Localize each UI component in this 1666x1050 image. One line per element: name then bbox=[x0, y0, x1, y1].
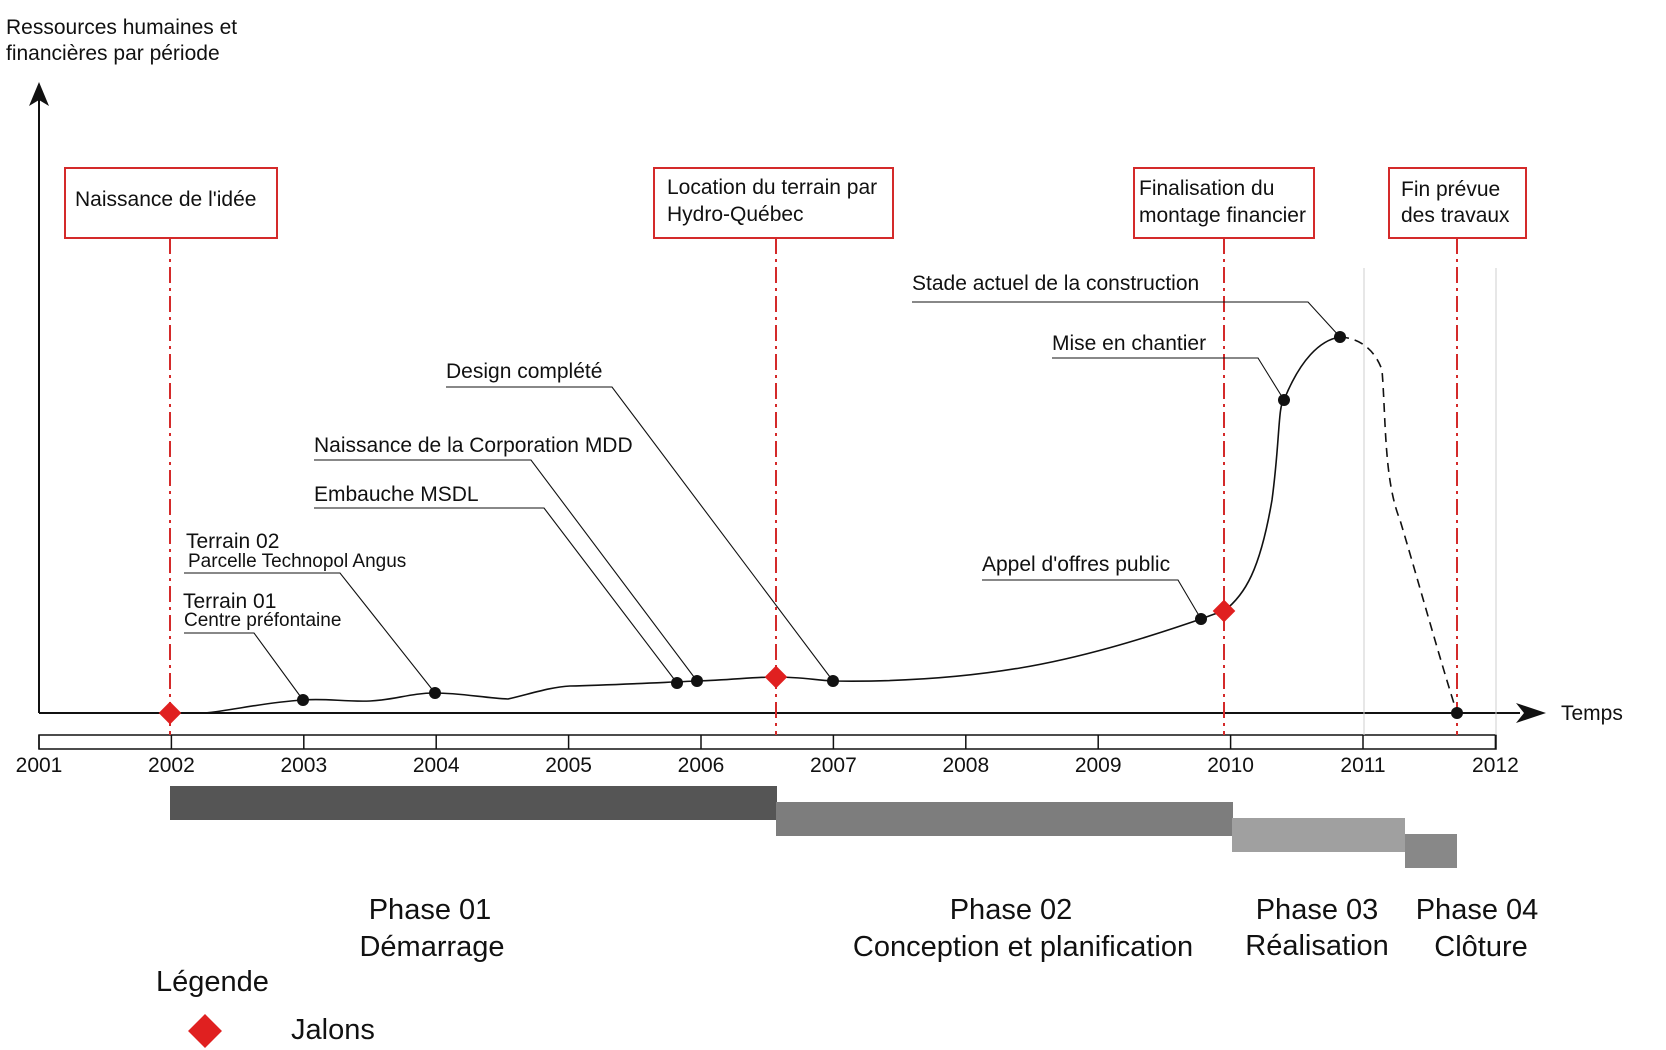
annotation-chantier: Mise en chantier bbox=[1052, 332, 1206, 355]
year-label: 2003 bbox=[280, 754, 327, 777]
svg-text:Naissance de l'idée: Naissance de l'idée bbox=[75, 188, 256, 211]
projected-curve bbox=[1339, 336, 1458, 714]
phase-02-label: Conception et planification bbox=[853, 931, 1193, 963]
phase-bar-01 bbox=[170, 786, 777, 820]
year-label: 2008 bbox=[942, 754, 989, 777]
year-label: 2001 bbox=[16, 754, 63, 777]
event-points bbox=[297, 331, 1463, 719]
year-label: 2012 bbox=[1472, 754, 1519, 777]
phase-03-label: Réalisation bbox=[1245, 930, 1388, 962]
phase-04-name: Phase 04 bbox=[1416, 894, 1539, 926]
y-axis-arrow-icon bbox=[29, 82, 49, 106]
event-dot bbox=[429, 687, 441, 699]
event-dot bbox=[1278, 394, 1290, 406]
x-axis-label: Temps bbox=[1561, 702, 1623, 725]
phase-03-name: Phase 03 bbox=[1256, 894, 1379, 926]
annotation-leaders bbox=[184, 301, 1341, 701]
annotation-design: Design complété bbox=[446, 360, 602, 383]
phase-04-label: Clôture bbox=[1434, 931, 1528, 963]
year-label: 2005 bbox=[545, 754, 592, 777]
event-dot bbox=[691, 675, 703, 687]
annotation-appel: Appel d'offres public bbox=[982, 553, 1170, 576]
milestone-box-land-lease: Location du terrain par Hydro-Québec bbox=[653, 167, 894, 239]
phase-01-name: Phase 01 bbox=[369, 894, 492, 926]
event-dot bbox=[1334, 331, 1346, 343]
event-dot bbox=[1451, 707, 1463, 719]
resource-curve bbox=[204, 336, 1341, 714]
milestone-lines bbox=[169, 238, 1458, 735]
y-axis-label: Ressources humaines et financières par p… bbox=[6, 16, 243, 65]
year-label: 2004 bbox=[413, 754, 460, 777]
year-label: 2007 bbox=[810, 754, 857, 777]
phase-bars bbox=[170, 786, 1457, 868]
x-axis-arrow-icon bbox=[1516, 703, 1546, 723]
milestone-diamond-icon bbox=[764, 665, 788, 689]
year-label: 2006 bbox=[678, 754, 725, 777]
milestone-box-end: Fin prévue des travaux bbox=[1388, 167, 1527, 239]
milestone-diamond-icon bbox=[1212, 599, 1236, 623]
event-dot bbox=[827, 675, 839, 687]
milestone-box-idea: Naissance de l'idée bbox=[64, 167, 278, 239]
event-dot bbox=[1195, 613, 1207, 625]
phase-labels: Phase 01 Démarrage Phase 02 Conception e… bbox=[359, 894, 1538, 963]
legend-title: Légende bbox=[156, 966, 269, 998]
milestone-box-financing: Finalisation du montage financier bbox=[1133, 167, 1315, 239]
year-label: 2009 bbox=[1075, 754, 1122, 777]
y-axis: Ressources humaines et financières par p… bbox=[6, 16, 243, 713]
annotation-terrain01: Terrain 01 Centre préfontaine bbox=[183, 590, 341, 631]
legend: Légende Jalons bbox=[156, 966, 375, 1048]
legend-milestone-icon bbox=[188, 1014, 222, 1048]
year-label: 2002 bbox=[148, 754, 195, 777]
annotation-terrain02: Terrain 02 Parcelle Technopol Angus bbox=[186, 530, 406, 572]
phase-01-label: Démarrage bbox=[359, 931, 504, 963]
legend-milestone-label: Jalons bbox=[291, 1014, 375, 1046]
event-dot bbox=[671, 677, 683, 689]
milestone-diamond-icon bbox=[158, 701, 182, 725]
phase-02-name: Phase 02 bbox=[950, 894, 1073, 926]
annotation-stade: Stade actuel de la construction bbox=[912, 272, 1199, 295]
phase-bar-02 bbox=[776, 802, 1233, 836]
year-label: 2010 bbox=[1207, 754, 1254, 777]
annotation-corporation: Naissance de la Corporation MDD bbox=[314, 434, 633, 457]
phase-bar-04 bbox=[1405, 834, 1457, 868]
x-axis: Temps bbox=[39, 702, 1623, 725]
year-label: 2011 bbox=[1340, 754, 1385, 777]
phase-bar-03 bbox=[1232, 818, 1405, 852]
year-scale: 2001 2002 2003 2004 2005 2006 2007 2008 2009 2010… bbox=[16, 734, 1519, 777]
annotation-embauche: Embauche MSDL bbox=[314, 483, 479, 506]
event-dot bbox=[297, 694, 309, 706]
